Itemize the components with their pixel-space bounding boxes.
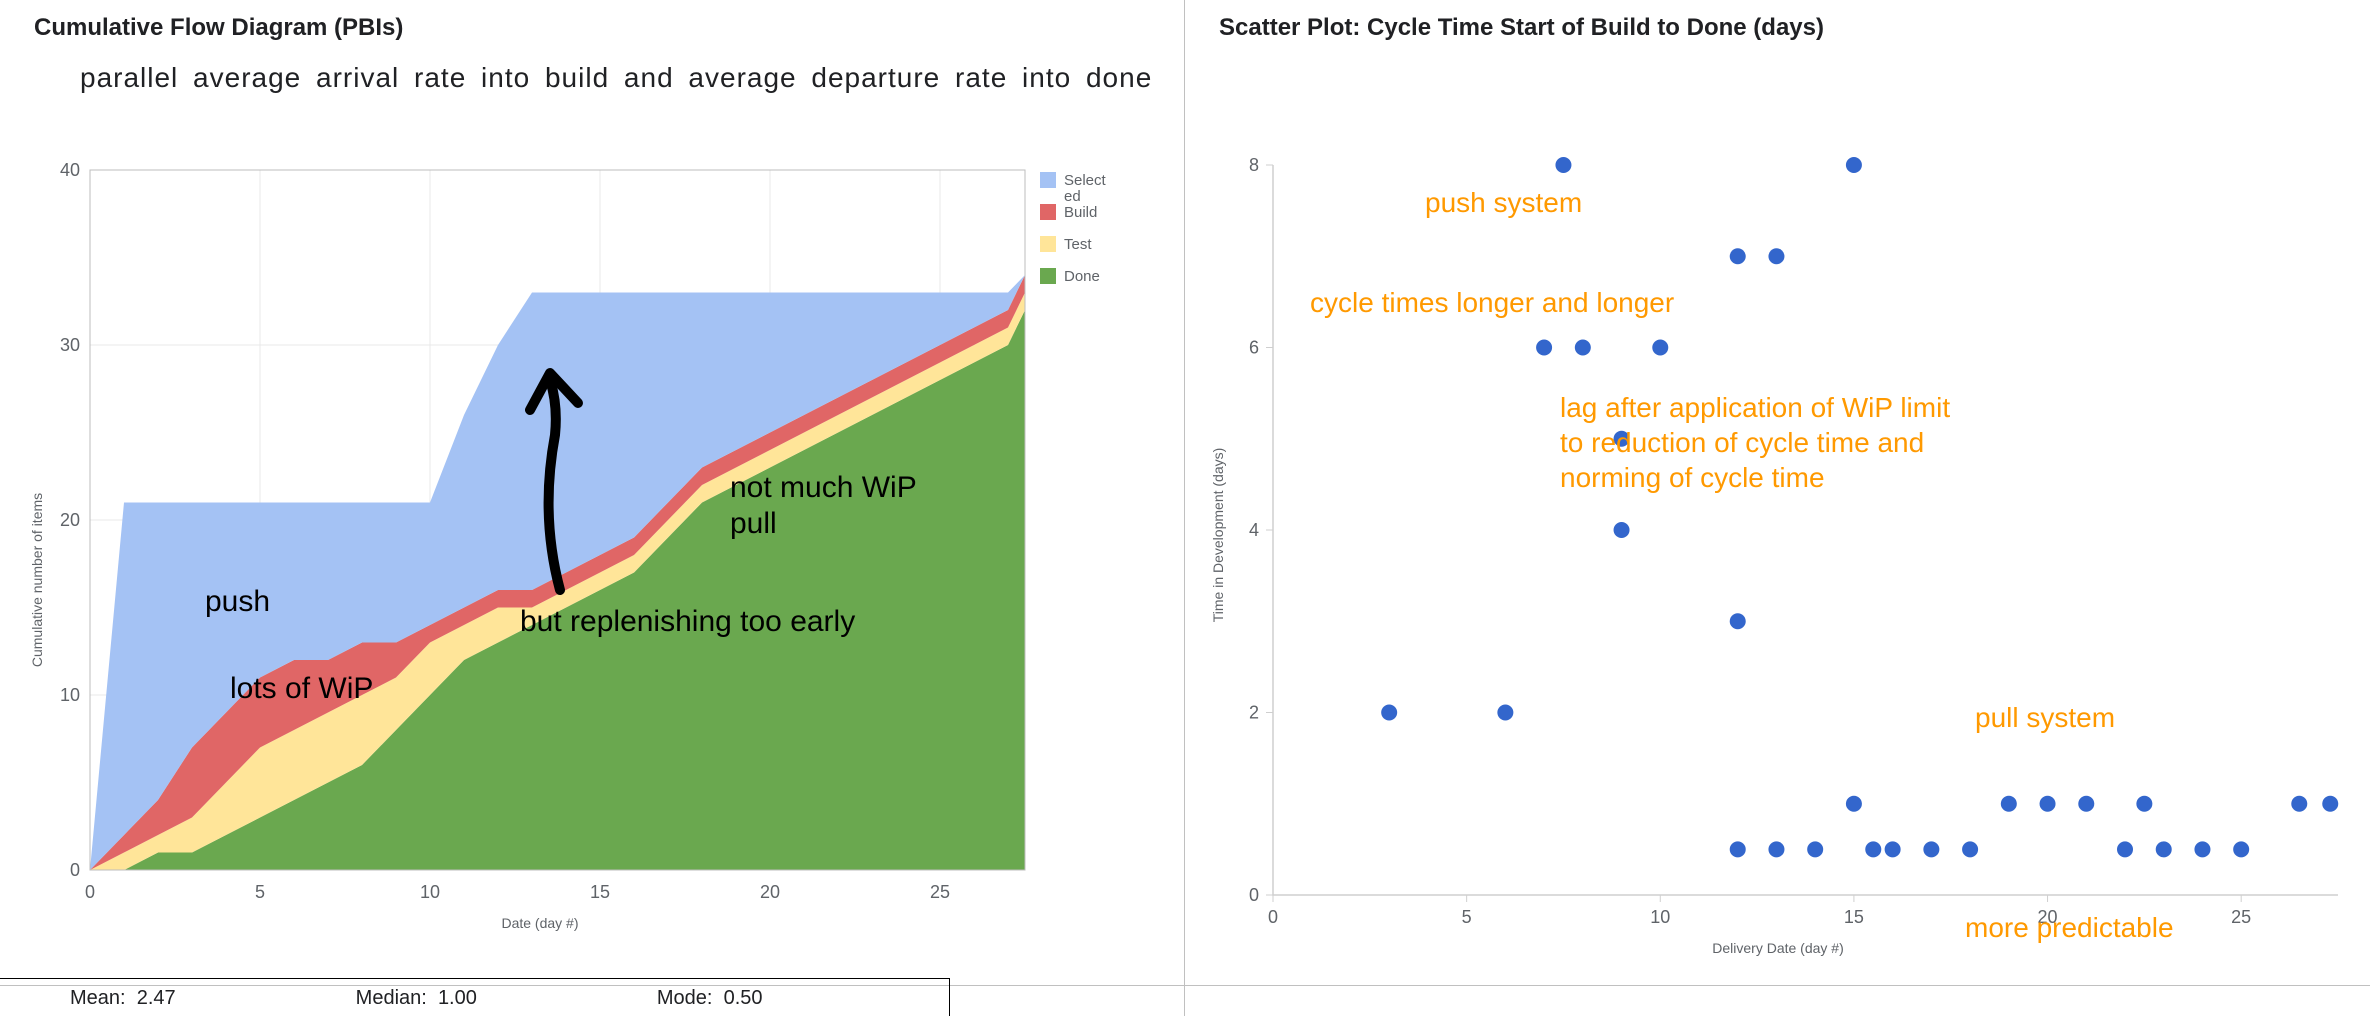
scatter-title: Scatter Plot: Cycle Time Start of Build …	[1185, 0, 2370, 42]
stat-mean: Mean: 2.47	[70, 987, 176, 1010]
cfd-y-label: Cumulative number of items	[29, 493, 45, 667]
stat-mode: Mode: 0.50	[657, 987, 763, 1010]
svg-text:20: 20	[760, 882, 780, 902]
svg-text:0: 0	[1268, 907, 1278, 927]
scatter-x-label: Delivery Date (day #)	[1712, 940, 1844, 956]
cfd-title: Cumulative Flow Diagram (PBIs)	[0, 0, 1184, 42]
svg-text:0: 0	[85, 882, 95, 902]
ann-push-system: push system	[1425, 185, 1582, 220]
svg-text:25: 25	[2231, 907, 2251, 927]
ann-lots-of-wip: lots of WiP	[230, 672, 373, 706]
ann-lag: lag after application of WiP limit to re…	[1560, 390, 1950, 495]
ann-not-much-wip: not much WiP pull	[730, 470, 917, 542]
svg-text:0: 0	[70, 860, 80, 880]
svg-text:Build: Build	[1064, 204, 1097, 221]
svg-text:Test: Test	[1064, 236, 1092, 253]
svg-text:4: 4	[1249, 520, 1259, 540]
svg-text:30: 30	[60, 335, 80, 355]
svg-text:Done: Done	[1064, 268, 1100, 285]
svg-text:0: 0	[1249, 885, 1259, 905]
svg-text:6: 6	[1249, 338, 1259, 358]
svg-text:10: 10	[420, 882, 440, 902]
cfd-legend: SelectedBuild Test Done	[1040, 172, 1107, 285]
svg-text:10: 10	[1650, 907, 1670, 927]
svg-text:40: 40	[60, 160, 80, 180]
svg-text:25: 25	[930, 882, 950, 902]
svg-text:ed: ed	[1064, 188, 1081, 205]
svg-text:5: 5	[255, 882, 265, 902]
svg-text:8: 8	[1249, 155, 1259, 175]
scatter-plot: 051015202502468 Time in Development (day…	[1203, 155, 2353, 975]
svg-text:20: 20	[60, 510, 80, 530]
ann-cycle-times: cycle times longer and longer	[1310, 285, 1674, 320]
scatter-y-label: Time in Development (days)	[1210, 448, 1226, 623]
svg-text:10: 10	[60, 685, 80, 705]
scatter-panel: Scatter Plot: Cycle Time Start of Build …	[1185, 0, 2370, 1016]
svg-text:15: 15	[590, 882, 610, 902]
ann-replenishing: but replenishing too early	[520, 605, 855, 639]
svg-text:15: 15	[1844, 907, 1864, 927]
stats-bar: Mean: 2.47 Median: 1.00 Mode: 0.50	[0, 978, 950, 1016]
cfd-subtitle: parallel average arrival rate into build…	[0, 42, 1184, 94]
cfd-panel: Cumulative Flow Diagram (PBIs) parallel …	[0, 0, 1185, 1016]
stat-median: Median: 1.00	[356, 987, 477, 1010]
ann-push: push	[205, 585, 270, 619]
arrow-icon	[500, 355, 620, 605]
cfd-x-label: Date (day #)	[501, 915, 578, 931]
ann-more-predictable: more predictable	[1965, 910, 2174, 945]
svg-text:5: 5	[1462, 907, 1472, 927]
svg-text:2: 2	[1249, 703, 1259, 723]
ann-pull-system: pull system	[1975, 700, 2115, 735]
svg-text:Select: Select	[1064, 172, 1107, 189]
